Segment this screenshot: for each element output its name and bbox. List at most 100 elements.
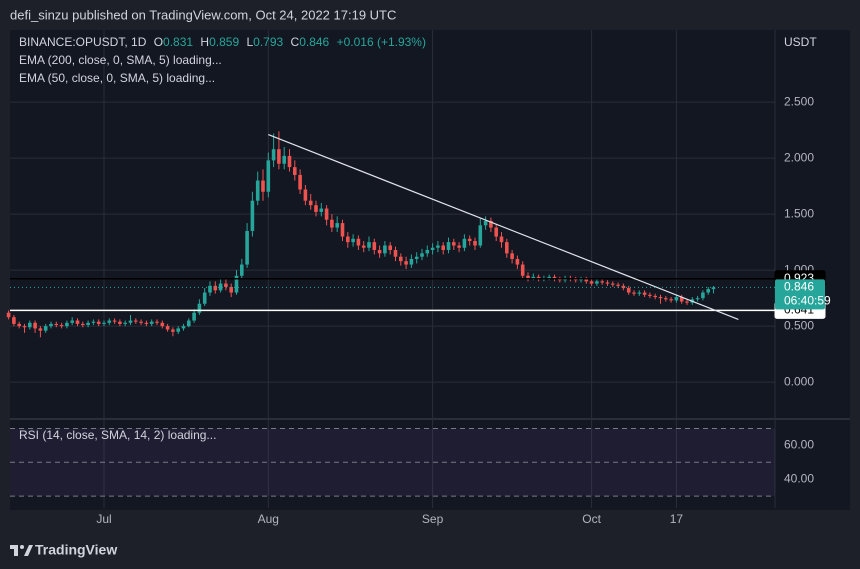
candle-body — [441, 245, 445, 250]
candle-body — [319, 208, 324, 212]
candle-body — [664, 298, 668, 300]
last-price-label: 0.846 — [784, 280, 814, 294]
y-tick-label: 2.000 — [784, 150, 814, 164]
candle-body — [324, 208, 329, 220]
candle-body — [547, 276, 551, 278]
candle-body — [595, 281, 599, 284]
x-tick-label: Oct — [582, 512, 601, 526]
trend-line — [268, 134, 739, 320]
candle-body — [505, 242, 509, 254]
candle-body — [213, 285, 218, 291]
candle-body — [356, 238, 361, 246]
rsi-title: RSI (14, close, SMA, 14, 2) loading... — [19, 428, 216, 442]
candle-body — [584, 279, 589, 282]
candle-body — [611, 283, 615, 285]
candle-body — [49, 323, 53, 327]
candle-body — [171, 329, 175, 332]
candle-body — [483, 220, 488, 226]
candle-body — [287, 155, 292, 168]
symbol: BINANCE:OPUSDT, 1D — [19, 35, 147, 49]
candle-body — [399, 256, 403, 262]
candle-body — [494, 227, 498, 237]
y-tick-label: 0.500 — [784, 318, 814, 332]
candle-body — [367, 242, 371, 248]
candle-body — [160, 322, 165, 327]
candle-body — [462, 238, 467, 248]
candle-body — [59, 325, 64, 327]
candle-body — [266, 160, 271, 192]
candle-body — [218, 283, 223, 291]
brand-name: TradingView — [35, 542, 117, 558]
candle-body — [510, 253, 514, 259]
logo-mark — [24, 545, 33, 556]
candle-body — [102, 322, 106, 324]
candle-body — [234, 275, 239, 293]
candle-body — [33, 322, 37, 329]
candle-body — [351, 238, 355, 243]
indicator-line: EMA (200, close, 0, SMA, 5) loading... — [19, 53, 222, 67]
ohlc-value: 0.831 — [163, 35, 193, 49]
ohlc-label: L — [246, 35, 253, 49]
x-tick-label: 17 — [670, 512, 684, 526]
y-tick-label: 1.500 — [784, 206, 814, 220]
candle-body — [377, 249, 382, 254]
candle-body — [6, 312, 11, 318]
candle-body — [308, 200, 313, 206]
brand-logo: TradingView — [10, 542, 117, 558]
candle-body — [573, 279, 578, 281]
candle-body — [626, 288, 631, 293]
x-tick-label: Sep — [422, 512, 444, 526]
candle-body — [192, 312, 196, 321]
candle-body — [409, 258, 414, 265]
candle-body — [446, 242, 451, 250]
candle-body — [478, 225, 483, 246]
candle-body — [86, 322, 90, 326]
candle-body — [361, 245, 366, 248]
candle-body — [579, 279, 583, 281]
candle-body — [17, 323, 21, 327]
candle-body — [330, 219, 334, 228]
candle-body — [181, 326, 186, 329]
y-tick-label: 0.000 — [784, 374, 814, 388]
candle-body — [54, 323, 59, 326]
candle-body — [653, 295, 657, 298]
symbol-line: BINANCE:OPUSDT, 1D O0.831 H0.859 L0.793 … — [19, 35, 426, 49]
candle-body — [139, 321, 143, 323]
candle-body — [261, 180, 265, 192]
candle-body — [282, 155, 286, 164]
candle-body — [335, 223, 339, 228]
candle-body — [128, 320, 133, 323]
candle-body — [383, 245, 387, 254]
countdown-label: 06:40:59 — [784, 294, 831, 308]
ohlc-label: C — [291, 35, 300, 49]
candle-body — [176, 328, 180, 332]
candle-body — [91, 321, 96, 323]
candle-body — [679, 297, 684, 302]
candle-body — [404, 261, 408, 265]
candle-body — [298, 174, 302, 190]
candle-body — [43, 326, 48, 331]
candle-body — [197, 303, 202, 313]
candle-body — [642, 292, 647, 295]
candle-body — [81, 323, 85, 326]
candle-body — [589, 281, 594, 284]
change: +0.016 (+1.93%) — [337, 35, 426, 49]
candle-body — [600, 281, 604, 283]
ohlc-value: 0.846 — [299, 35, 329, 49]
y-tick-label: 2.500 — [784, 94, 814, 108]
candle-body — [701, 292, 705, 299]
candle-body — [674, 297, 679, 301]
candle-body — [208, 285, 212, 293]
candle-body — [118, 321, 122, 324]
candle-body — [250, 200, 255, 231]
candle-body — [621, 285, 626, 289]
candle-body — [107, 320, 112, 323]
candle-body — [536, 276, 541, 280]
indicator-line: EMA (50, close, 0, SMA, 5) loading... — [19, 71, 215, 85]
candle-body — [255, 180, 260, 201]
candle-body — [340, 223, 345, 237]
ohlc-value: 0.859 — [209, 35, 239, 49]
candle-body — [685, 301, 689, 303]
candle-body — [515, 258, 520, 265]
